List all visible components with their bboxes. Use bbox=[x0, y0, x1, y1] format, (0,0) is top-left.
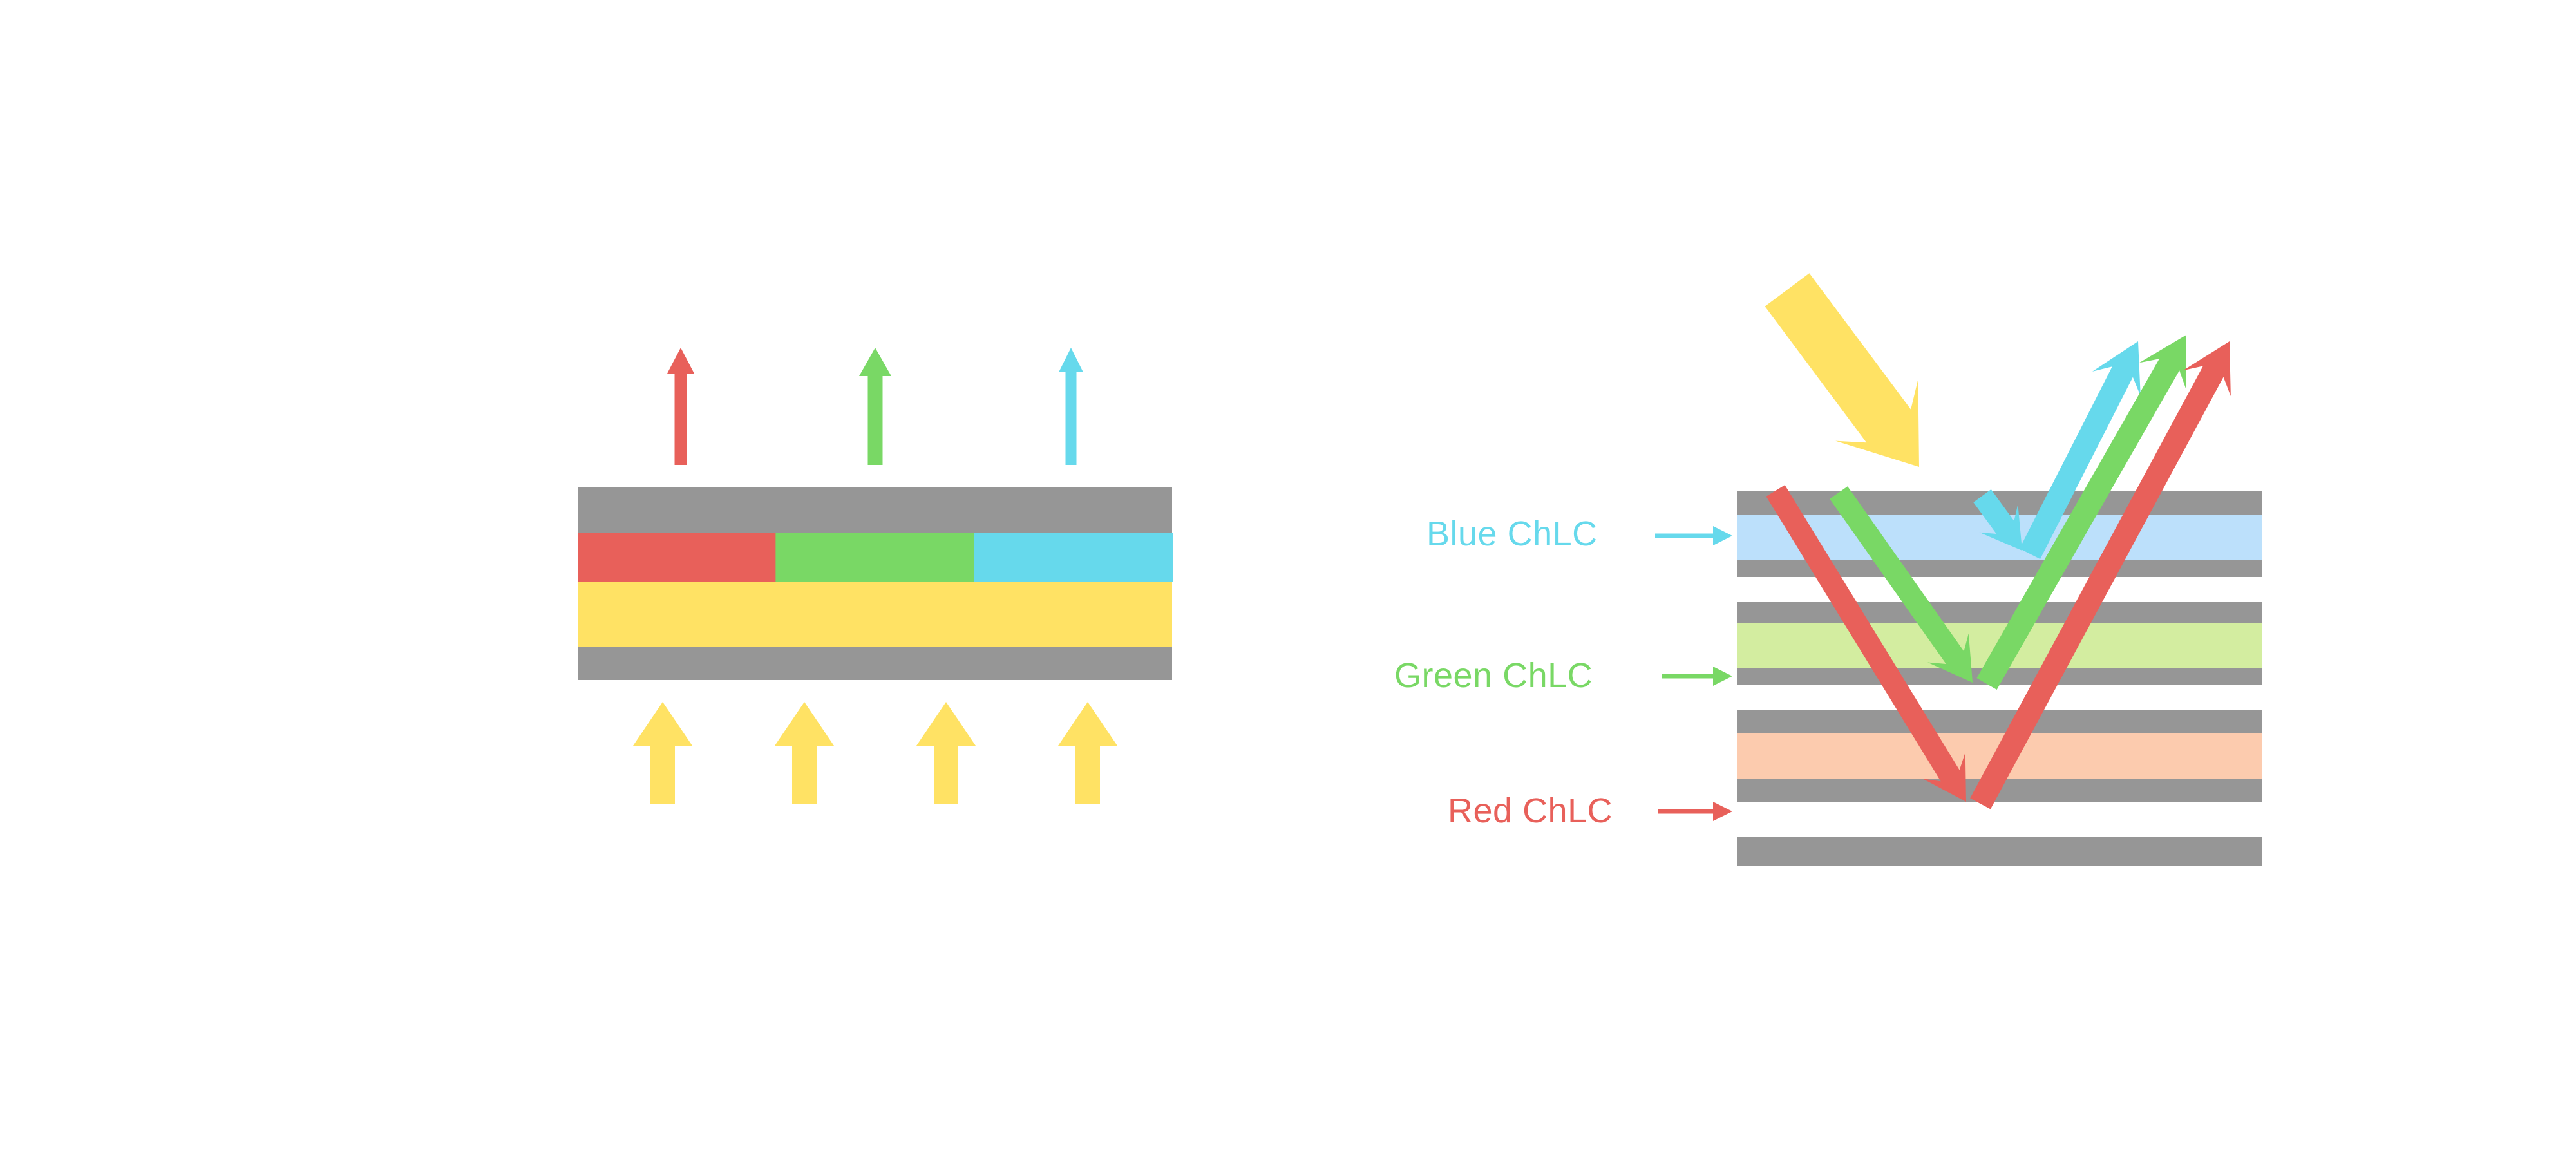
red-ray-path-incident bbox=[1766, 485, 1966, 802]
blue-ray-path-reflected bbox=[2019, 341, 2141, 560]
bottom-electrode bbox=[578, 647, 1172, 680]
red-emission-arrow bbox=[667, 348, 694, 465]
backlight-arrow-3 bbox=[916, 702, 976, 804]
blue-ray-path-incident bbox=[1973, 489, 2022, 551]
backlight-arrow-4 bbox=[1058, 702, 1117, 804]
red-chlc-label: Red ChLC bbox=[1448, 791, 1613, 831]
backlight-layer bbox=[578, 582, 1172, 647]
white-light-incident-arrow bbox=[1765, 273, 1919, 467]
backlight-arrow-1 bbox=[633, 702, 692, 804]
red-ray-path-reflected bbox=[1970, 341, 2231, 809]
green-chlc-label-text: Green ChLC bbox=[1394, 656, 1593, 695]
blue-chlc-label: Blue ChLC bbox=[1426, 514, 1598, 554]
green-chlc-label: Green ChLC bbox=[1394, 656, 1593, 695]
green-ray-path-incident bbox=[1830, 486, 1973, 683]
green-ray-path-reflected bbox=[1976, 335, 2186, 690]
green-filter bbox=[775, 533, 975, 582]
red-filter bbox=[578, 533, 777, 582]
red-chlc-label-text: Red ChLC bbox=[1448, 791, 1613, 830]
red-chlc-label-arrow bbox=[1658, 802, 1732, 821]
backlight-arrow-2 bbox=[775, 702, 834, 804]
green-emission-arrow bbox=[859, 348, 891, 465]
red-cell-top-electrode bbox=[1737, 710, 2262, 733]
cyan-emission-arrow bbox=[1059, 348, 1083, 465]
blue-chlc-label-text: Blue ChLC bbox=[1426, 515, 1598, 553]
top-electrode bbox=[578, 487, 1172, 533]
substrate-electrode bbox=[1737, 837, 2262, 866]
blue-chlc-label-arrow bbox=[1655, 526, 1732, 545]
green-chlc-label-arrow bbox=[1662, 667, 1732, 686]
blue-filter bbox=[974, 533, 1173, 582]
green-cell-top-electrode bbox=[1737, 602, 2262, 623]
